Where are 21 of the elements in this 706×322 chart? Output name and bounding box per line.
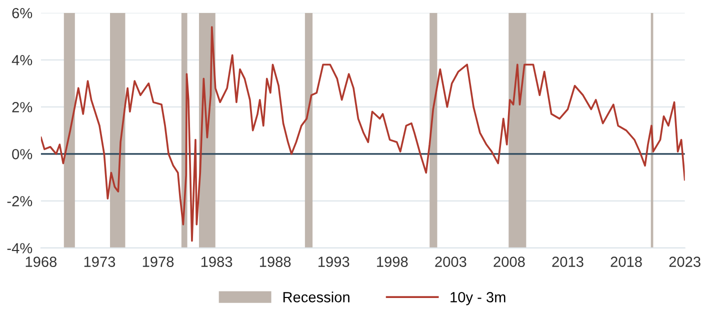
y-tick-label: 0% <box>12 149 32 160</box>
y-tick-label: 2% <box>12 102 32 112</box>
y-tick-label: -4% <box>7 243 32 254</box>
legend-label: 10y - 3m <box>450 292 506 306</box>
y-tick-label: -2% <box>7 196 32 206</box>
line-series <box>40 26 685 242</box>
x-tick-label: 2023 <box>669 256 700 267</box>
x-tick-label: 1998 <box>377 256 408 267</box>
x-tick-label: 1993 <box>318 256 350 267</box>
legend-label: Recession <box>283 292 350 302</box>
y-tick-label: 6% <box>12 8 32 18</box>
y-tick-label: 4% <box>12 55 32 66</box>
x-tick-label: 1973 <box>84 256 116 267</box>
x-tick-label: 2003 <box>435 256 466 267</box>
x-tick-label: 1968 <box>26 256 57 267</box>
x-tick-label: 2018 <box>610 256 642 267</box>
x-tick-label: 2008 <box>494 256 525 267</box>
x-tick-label: 2013 <box>552 256 584 267</box>
x-tick-label: 1978 <box>142 256 174 267</box>
x-tick-label: 1988 <box>260 256 291 267</box>
x-tick-label: 1983 <box>201 256 232 267</box>
